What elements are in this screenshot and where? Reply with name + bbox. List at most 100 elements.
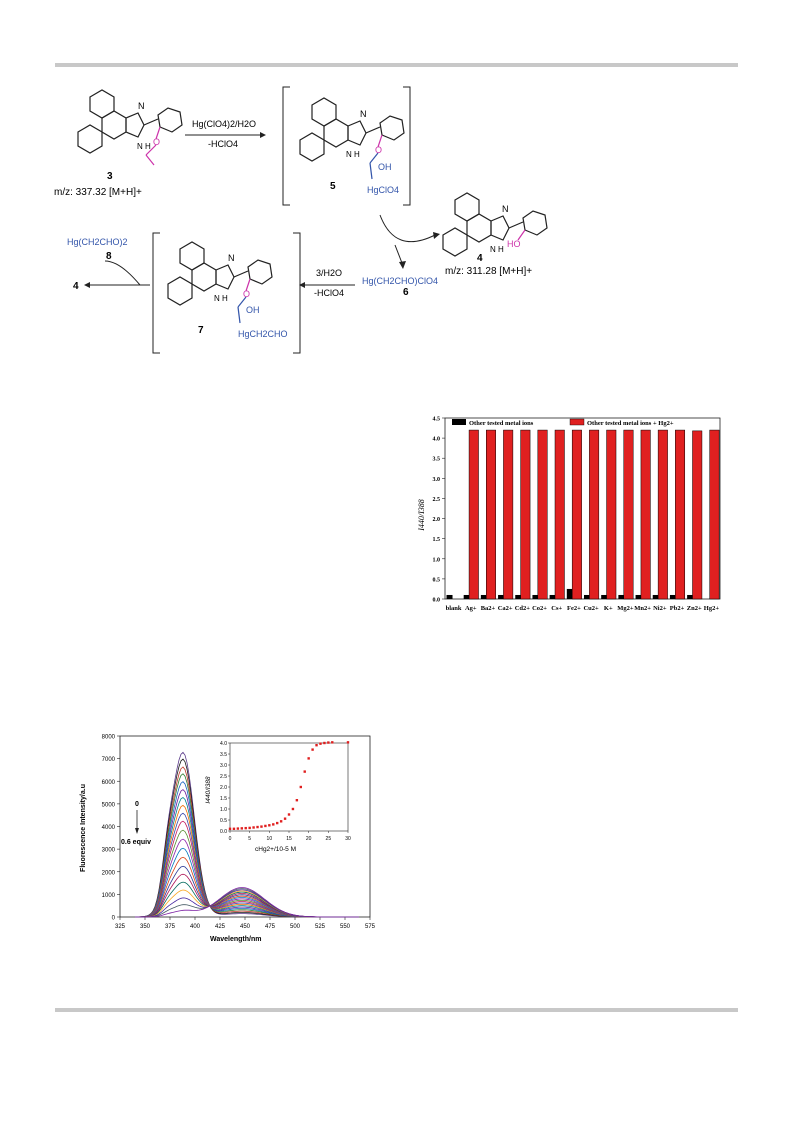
spectra-xtick-label: 575 <box>365 924 375 930</box>
inset-point <box>303 770 306 773</box>
bar-category-label: Mn2+ <box>634 605 651 612</box>
arrowhead-5-to-4 <box>433 232 440 239</box>
bar-category-label: Fe2+ <box>567 605 581 612</box>
inset-point <box>279 820 283 823</box>
inset-point <box>276 821 279 825</box>
bar-red <box>571 429 582 600</box>
inset-xtick-label: 0 <box>229 836 232 842</box>
bar-red <box>675 429 686 600</box>
spectra-xtick-label: 325 <box>115 924 126 930</box>
oh-label-7: OH <box>246 305 260 315</box>
inset-ytick-label: 1.0 <box>220 807 227 813</box>
o-atom-7: O <box>243 289 250 299</box>
compound-4-label: 4 <box>477 253 483 264</box>
inset-point <box>311 748 314 751</box>
compound-6-label: 6 <box>403 287 409 298</box>
inset-point <box>260 825 263 828</box>
bar-ytick-label: 1.0 <box>433 557 441 563</box>
compound-7-label: 7 <box>198 325 204 336</box>
spectra-ytick-label: 1000 <box>102 893 116 899</box>
annotation-end: 0.6 equiv <box>121 839 151 846</box>
inset-ytick-label: 1.5 <box>220 796 227 802</box>
spectra-xtick-label: 500 <box>290 924 301 930</box>
bar-category-label: Ag+ <box>465 605 477 612</box>
inset-ytick-label: 0.5 <box>220 818 227 824</box>
inset-point <box>319 742 322 745</box>
bar-category-label: Ca2+ <box>498 605 513 612</box>
spectra-ytick-label: 6000 <box>102 780 116 786</box>
inset-point <box>244 826 247 830</box>
legend-label-black: Other tested metal ions <box>469 420 534 427</box>
bar-black <box>515 594 522 599</box>
compound-3-mz: m/z: 337.32 [M+H]+ <box>54 187 142 198</box>
spectra-ylabel: Fluorescence Intensity/a.u <box>80 784 87 872</box>
bar-category-label: Pb2+ <box>670 605 685 612</box>
bar-category-label: blank <box>446 605 462 612</box>
inset-point <box>268 824 271 827</box>
titration-inset: 0.0 0.5 1.0 1.5 2.0 2.5 3.0 3.5 4.0 0 5 10 15 20 25 30… <box>205 741 351 853</box>
inset-point <box>232 827 236 830</box>
bar-category-label: Co2+ <box>532 605 547 612</box>
o-atom-3: O <box>153 137 160 147</box>
arrow-5-to-4 <box>379 214 436 243</box>
bar-category-label: Mg2+ <box>617 605 634 612</box>
compound-4-structure <box>442 192 548 257</box>
inset-point <box>327 741 330 744</box>
product-4-label: 4 <box>73 281 79 292</box>
bar-category-label: Cs+ <box>551 605 562 612</box>
bar-ytick-label: 2.0 <box>433 517 441 523</box>
inset-xtick-label: 5 <box>248 836 251 842</box>
bar-red <box>537 429 548 600</box>
bar-black <box>584 594 591 599</box>
bracket-7 <box>152 232 301 354</box>
bar-red <box>503 429 514 600</box>
spectra-ytick-label: 5000 <box>102 802 116 808</box>
bar-ylabel: I440/I388 <box>417 499 426 532</box>
spectrum-line <box>135 829 359 918</box>
hgch2cho-label: HgCH2CHO <box>238 329 288 339</box>
inset-xtick-label: 20 <box>306 836 312 842</box>
inset-point <box>315 744 318 747</box>
inset-point <box>236 827 240 830</box>
bar-black <box>566 588 573 599</box>
legend-swatch-black <box>452 419 466 425</box>
compound-7-structure <box>167 241 273 324</box>
ho-label: HO <box>507 239 521 249</box>
n-atom-7: N <box>228 253 235 263</box>
inset-xtick-label: 10 <box>267 836 273 842</box>
compound-5-structure <box>299 97 405 180</box>
arrow-1-bottom: -HClO4 <box>208 139 238 149</box>
oh-label-5: OH <box>378 162 392 172</box>
inset-point <box>323 741 326 745</box>
inset-point <box>295 799 299 802</box>
nh-atom-7: N H <box>214 294 228 303</box>
legend-label-red: Other tested metal ions + Hg2+ <box>587 420 674 427</box>
spectra-xtick-label: 375 <box>165 924 176 930</box>
inset-frame <box>229 742 349 832</box>
bar-chart-frame <box>444 417 721 600</box>
arrow-2-top: 3/H2O <box>316 268 342 278</box>
bar-red <box>640 429 651 600</box>
bar-red <box>623 429 634 600</box>
inset-xtick-label: 25 <box>326 836 332 842</box>
spectra-xtick-label: 525 <box>315 924 326 930</box>
arrow-8 <box>104 260 141 286</box>
compound-8-formula: Hg(CH2CHO)2 <box>67 237 128 247</box>
n-atom-4: N <box>502 204 509 214</box>
bracket-5 <box>282 86 411 206</box>
annotation-arrowhead <box>135 828 139 834</box>
annotation-start: 0 <box>135 801 139 808</box>
bar-red <box>692 430 703 600</box>
o-atom-5: O <box>375 145 382 155</box>
arrowhead-5-to-6 <box>399 261 406 269</box>
bar-ytick-label: 4.0 <box>433 437 441 443</box>
spectra-ytick-label: 7000 <box>102 757 116 763</box>
bar-ytick-label: 0.0 <box>433 598 441 604</box>
bar-black <box>463 594 470 599</box>
bar-red <box>657 429 668 600</box>
spectra-ytick-label: 3000 <box>102 848 116 854</box>
inset-point <box>283 817 287 820</box>
inset-point <box>272 823 275 826</box>
bar-black <box>687 594 694 599</box>
inset-point <box>307 757 310 760</box>
